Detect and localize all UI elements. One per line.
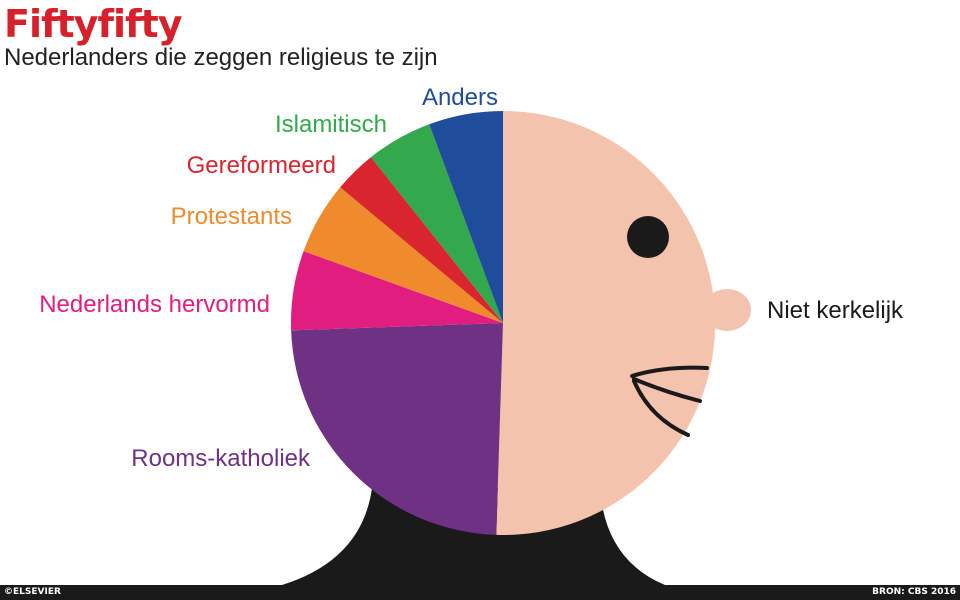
chart-title: Fiftyfifty: [4, 2, 182, 46]
slice-label-anders: Anders: [422, 84, 498, 111]
slice-label-gereformeerd: Gereformeerd: [187, 152, 336, 179]
mouth-lower-line: [632, 379, 690, 437]
pie-slice-niet-kerkelijk: [496, 110, 716, 536]
pie-slice-protestants: [303, 187, 503, 323]
slice-label-niet-kerkelijk: Niet kerkelijk: [767, 297, 904, 324]
footer-source: BRON: CBS 2016: [872, 587, 956, 597]
slice-label-nederlands-hervormd: Nederlands hervormd: [39, 291, 270, 318]
slice-label-protestants: Protestants: [171, 203, 292, 230]
pie-slice-rooms-katholiek: [291, 323, 503, 535]
mouth-middle-line: [632, 377, 702, 403]
mouth-upper-line: [630, 365, 709, 378]
pie-slice-nederlands-hervormd: [291, 251, 503, 331]
footer-credit: ©ELSEVIER: [4, 587, 61, 597]
slice-label-rooms-katholiek: Rooms-katholiek: [131, 445, 311, 472]
pie-slice-gereformeerd: [340, 157, 503, 323]
footer-bar: ©ELSEVIER BRON: CBS 2016: [0, 585, 960, 600]
pie-slice-islamitisch: [370, 124, 503, 323]
eye-icon: [627, 216, 669, 258]
ear-shape: [703, 289, 751, 331]
chart-subtitle: Nederlanders die zeggen religieus te zij…: [4, 44, 438, 71]
slice-label-islamitisch: Islamitisch: [275, 111, 387, 138]
head-pie-chart: Niet kerkelijk Rooms-katholiek Nederlands …: [39, 84, 904, 585]
pie-slice-anders: [429, 111, 503, 323]
